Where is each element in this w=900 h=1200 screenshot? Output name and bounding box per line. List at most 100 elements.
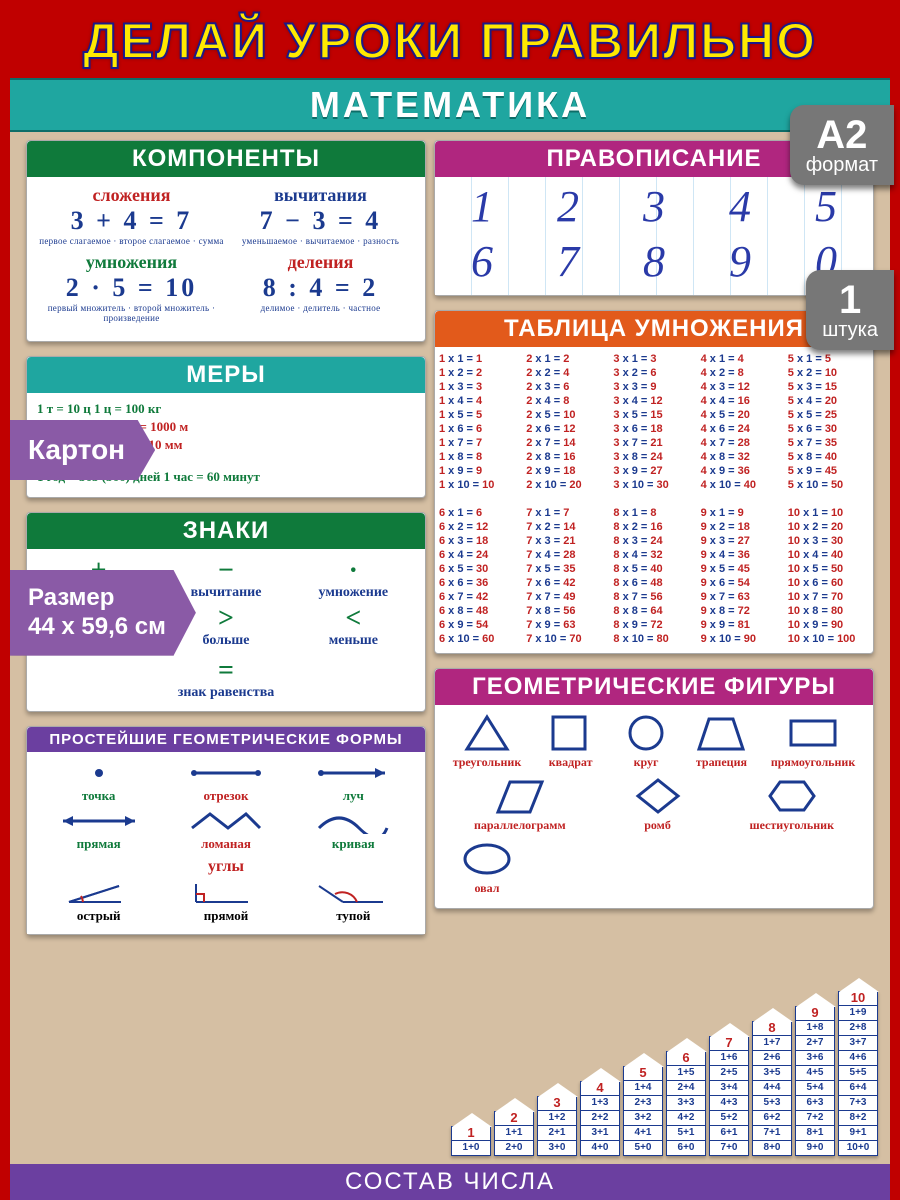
cursive-digit: 6 <box>441 236 523 287</box>
mult-cell: 4 x 7 = 28 <box>701 437 782 449</box>
tower-cell: 1+4 <box>624 1080 662 1095</box>
mult-cell: 2 x 2 = 4 <box>526 367 607 379</box>
op-equation: 8 : 4 = 2 <box>226 273 415 303</box>
tower-cell: 1+2 <box>538 1110 576 1125</box>
tower: 91+82+73+64+55+46+37+28+19+0 <box>795 1006 835 1156</box>
badge-qty-big: 1 <box>822 280 878 320</box>
mult-cell: 10 x 6 = 60 <box>788 577 869 589</box>
shape-label: круг <box>620 755 672 770</box>
mult-cell: 2 x 10 = 20 <box>526 479 607 491</box>
mult-cell: 3 x 2 = 6 <box>613 367 694 379</box>
mult-cell: 7 x 2 = 14 <box>526 521 607 533</box>
title-band: ДЕЛАЙ УРОКИ ПРАВИЛЬНО <box>10 10 890 78</box>
subject-band: МАТЕМАТИКА <box>10 78 890 132</box>
tower-cell: 2+1 <box>538 1125 576 1140</box>
geoform-item: луч <box>313 760 393 804</box>
geoform-label: луч <box>313 788 393 804</box>
mult-cell: 10 x 10 = 100 <box>788 633 869 645</box>
mult-cell: 2 x 9 = 18 <box>526 465 607 477</box>
sign-symbol: − <box>164 557 287 585</box>
mult-cell: 9 x 6 = 54 <box>701 577 782 589</box>
tower: 51+42+33+24+15+0 <box>623 1066 663 1156</box>
geoforms-title: ПРОСТЕЙШИЕ ГЕОМЕТРИЧЕСКИЕ ФОРМЫ <box>27 727 425 752</box>
tower-top: 8 <box>753 1020 791 1035</box>
tower-cell: 1+3 <box>581 1095 619 1110</box>
tower: 101+92+83+74+65+56+47+38+29+110+0 <box>838 991 878 1156</box>
mult-cell: 6 x 6 = 36 <box>439 577 520 589</box>
panel-shapes: ГЕОМЕТРИЧЕСКИЕ ФИГУРЫ треугольникквадрат… <box>434 668 874 909</box>
mult-cell: 7 x 5 = 35 <box>526 563 607 575</box>
geoform-label: прямой <box>186 908 266 924</box>
left-column: КОМПОНЕНТЫ сложения3 + 4 = 7первое слага… <box>26 140 426 949</box>
geoform-label: тупой <box>313 908 393 924</box>
mult-cell: 5 x 1 = 5 <box>788 353 869 365</box>
content: КОМПОНЕНТЫ сложения3 + 4 = 7первое слага… <box>10 140 890 1200</box>
shape-item: параллелограмм <box>474 776 566 833</box>
mult-cell: 9 x 1 = 9 <box>701 507 782 519</box>
angle-item: тупой <box>313 880 393 924</box>
mult-cell: 10 x 2 = 20 <box>788 521 869 533</box>
tower-cell: 1+6 <box>710 1050 748 1065</box>
tower-cell: 1+8 <box>796 1020 834 1035</box>
mult-cell: 7 x 10 = 70 <box>526 633 607 645</box>
tower-cell: 2+8 <box>839 1020 877 1035</box>
mult-cell: 2 x 5 = 10 <box>526 409 607 421</box>
cursive-digit: 3 <box>613 181 695 232</box>
op-title: деления <box>226 252 415 273</box>
sign-equals: =знак равенства <box>37 657 415 701</box>
mult-cell: 10 x 4 = 40 <box>788 549 869 561</box>
mult-cell: 7 x 3 = 21 <box>526 535 607 547</box>
mult-cell: 7 x 9 = 63 <box>526 619 607 631</box>
tower: 61+52+43+34+25+16+0 <box>666 1051 706 1156</box>
tower-top: 7 <box>710 1035 748 1050</box>
op-title: умножения <box>37 252 226 273</box>
mult-cell: 8 x 1 = 8 <box>613 507 694 519</box>
badge-qty: 1 штука <box>806 270 894 350</box>
mult-cell: 10 x 7 = 70 <box>788 591 869 603</box>
sign-symbol: · <box>292 557 415 585</box>
geoforms-body: точкаотрезоклуч прямаяломанаякривая углы… <box>27 752 425 934</box>
tower-cell: 4+6 <box>839 1050 877 1065</box>
mult-cell: 1 x 4 = 4 <box>439 395 520 407</box>
mult-spacer <box>613 493 694 505</box>
measure-line: 1 т = 10 ц 1 ц = 100 кг <box>37 401 415 417</box>
tower-cell: 1+1 <box>495 1125 533 1140</box>
arrow-size: Размер 44 х 59,6 см <box>10 570 196 656</box>
tower-cell: 6+3 <box>796 1095 834 1110</box>
mult-cell: 3 x 4 = 12 <box>613 395 694 407</box>
sign-item: ·умножение <box>292 557 415 601</box>
component-op: вычитания7 − 3 = 4уменьшаемое · вычитаем… <box>226 185 415 246</box>
geoform-item: кривая <box>313 808 393 852</box>
shape-item: прямоугольник <box>771 713 855 770</box>
mult-cell: 1 x 1 = 1 <box>439 353 520 365</box>
badge-format: A2 формат <box>790 105 894 185</box>
mult-spacer <box>701 493 782 505</box>
mult-cell: 3 x 10 = 30 <box>613 479 694 491</box>
geoform-label: отрезок <box>186 788 266 804</box>
mult-cell: 4 x 9 = 36 <box>701 465 782 477</box>
tower-cell: 7+2 <box>796 1110 834 1125</box>
mult-spacer <box>439 493 520 505</box>
poster: ДЕЛАЙ УРОКИ ПРАВИЛЬНО МАТЕМАТИКА КОМПОНЕ… <box>0 0 900 1200</box>
mult-cell: 8 x 8 = 64 <box>613 605 694 617</box>
tower-cell: 7+1 <box>753 1125 791 1140</box>
panel-components: КОМПОНЕНТЫ сложения3 + 4 = 7первое слага… <box>26 140 426 342</box>
tower-cell: 4+1 <box>624 1125 662 1140</box>
mult-cell: 8 x 10 = 80 <box>613 633 694 645</box>
op-title: вычитания <box>226 185 415 206</box>
mult-cell: 5 x 4 = 20 <box>788 395 869 407</box>
mult-cell: 7 x 4 = 28 <box>526 549 607 561</box>
sign-label: умножение <box>292 585 415 601</box>
mult-cell: 6 x 5 = 30 <box>439 563 520 575</box>
badge-qty-small: штука <box>822 320 878 340</box>
shape-label: прямоугольник <box>771 755 855 770</box>
tower-cell: 6+0 <box>667 1140 705 1155</box>
mult-cell: 4 x 5 = 20 <box>701 409 782 421</box>
tower-cell: 2+6 <box>753 1050 791 1065</box>
towers-title: СОСТАВ ЧИСЛА <box>10 1164 890 1200</box>
angle-item: острый <box>59 880 139 924</box>
arrow-size-line2: 44 х 59,6 см <box>28 613 166 640</box>
mult-cell: 5 x 10 = 50 <box>788 479 869 491</box>
tower-cell: 2+3 <box>624 1095 662 1110</box>
op-equation: 3 + 4 = 7 <box>37 206 226 236</box>
